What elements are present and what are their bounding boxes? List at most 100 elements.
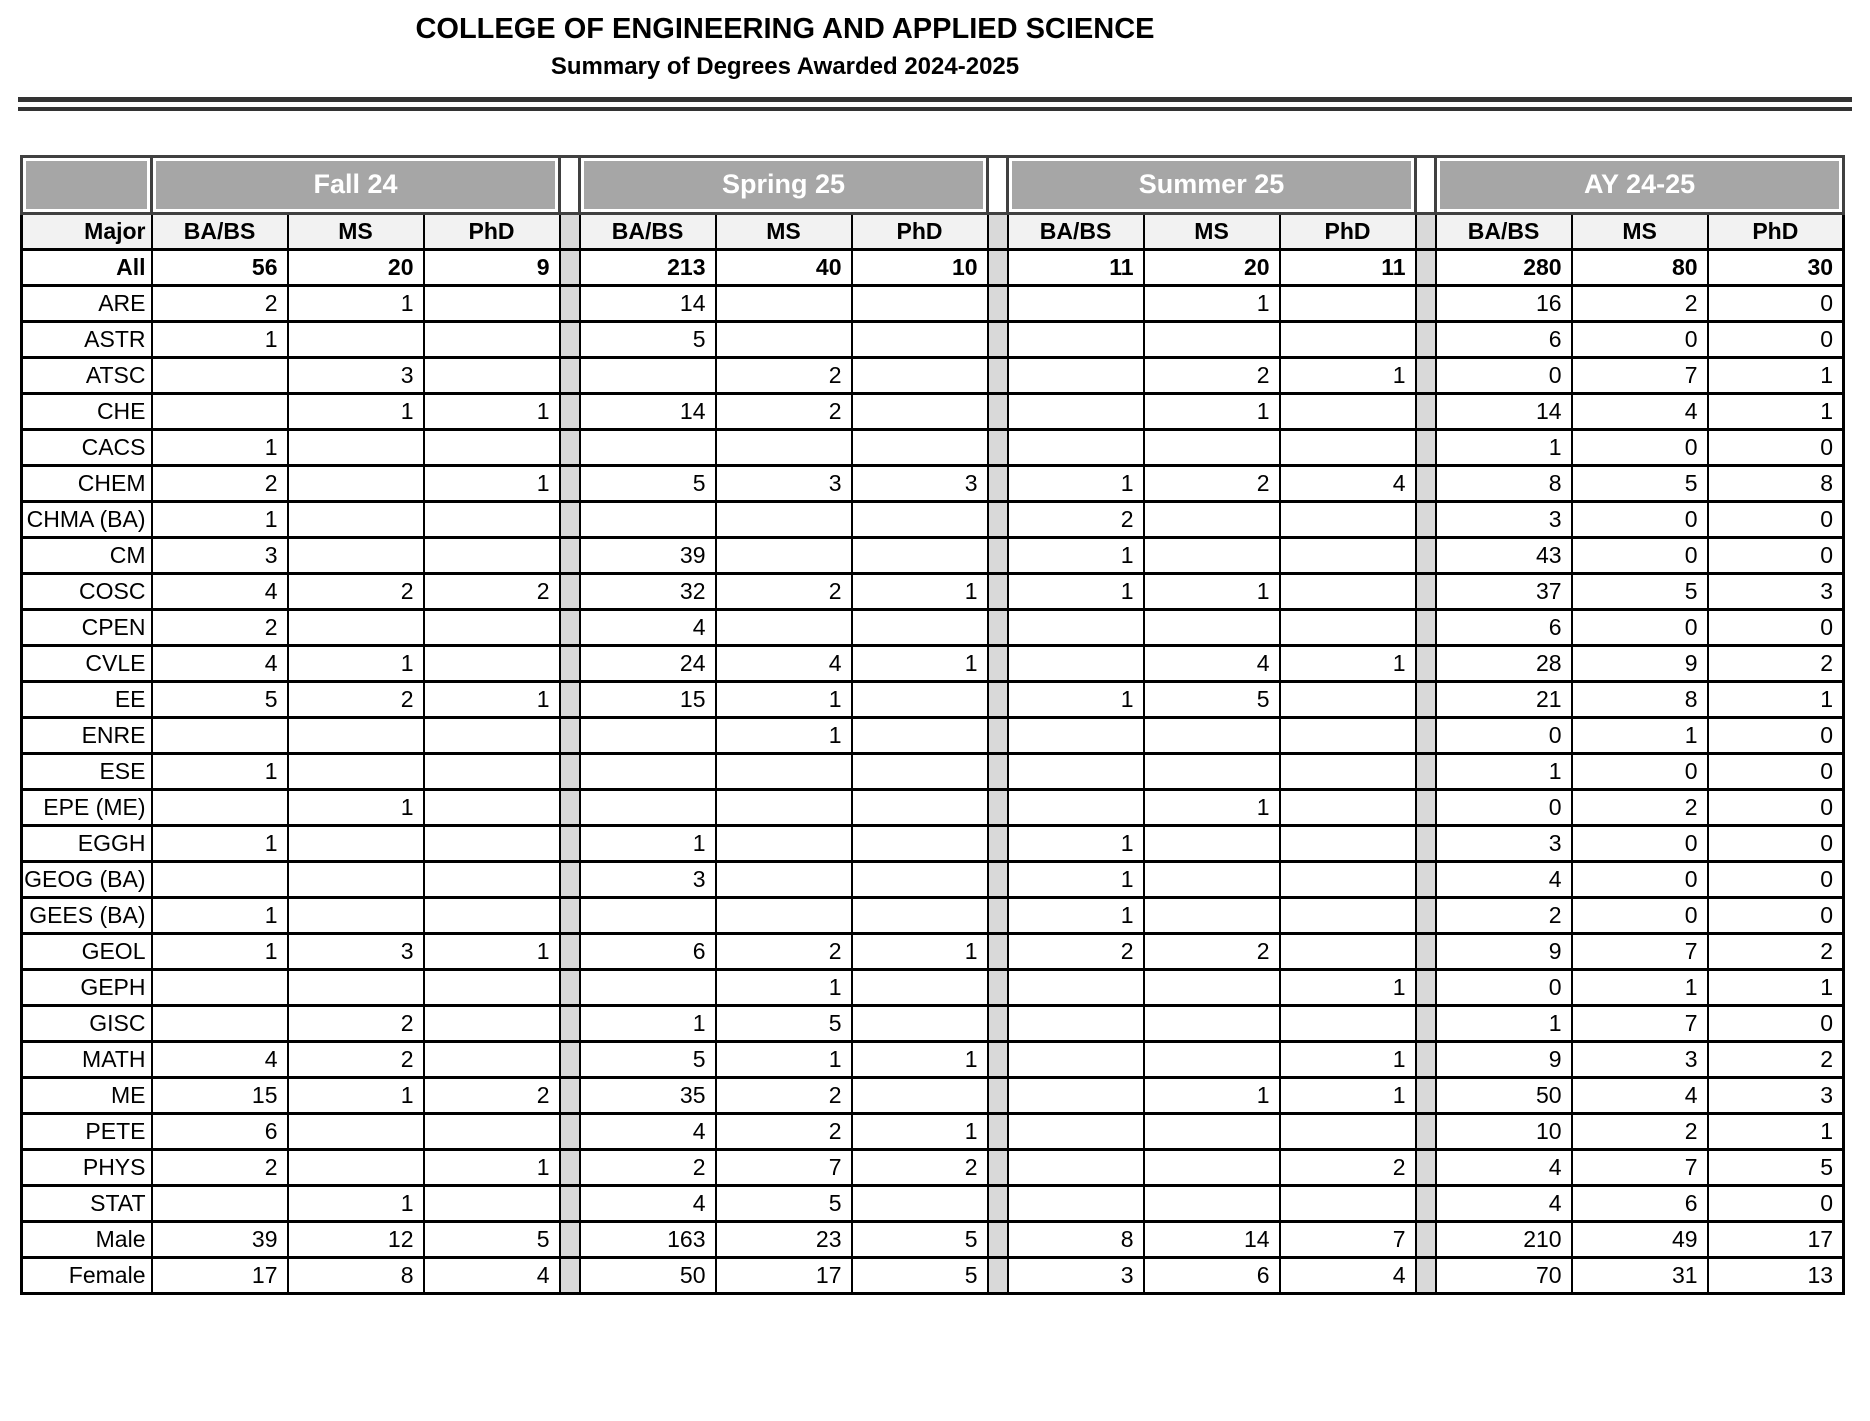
- value-cell: 28: [1434, 643, 1573, 683]
- value-cell: 2: [1278, 1147, 1417, 1187]
- value-cell: 1: [1006, 679, 1145, 719]
- spacer-cell: [1414, 751, 1437, 791]
- spacer-cell: [986, 535, 1009, 575]
- table-row: Female 17 8 4 50 17 5 3 6 4 70 31 13: [20, 1255, 1845, 1295]
- value-cell: 3: [286, 355, 425, 395]
- value-cell: [150, 859, 289, 899]
- value-cell: 1: [1278, 967, 1417, 1007]
- value-cell: [422, 859, 561, 899]
- value-cell: [286, 751, 425, 791]
- table-row: GEOL 1 3 1 6 2 1 2 2 9 7 2: [20, 931, 1845, 971]
- spacer-cell: [986, 823, 1009, 863]
- value-cell: [1006, 1075, 1145, 1115]
- value-cell: [850, 499, 989, 539]
- table-row: GEPH 1 1 0 1 1: [20, 967, 1845, 1007]
- value-cell: 5: [578, 463, 717, 503]
- spacer-cell: [558, 427, 581, 467]
- value-cell: 4: [1570, 1075, 1709, 1115]
- table-row: GISC 2 1 5 1 7 0: [20, 1003, 1845, 1043]
- value-cell: [422, 1111, 561, 1151]
- value-cell: [1006, 643, 1145, 683]
- value-cell: 0: [1434, 967, 1573, 1007]
- value-cell: 2: [286, 679, 425, 719]
- value-cell: [1006, 1003, 1145, 1043]
- group-header: Fall 24: [150, 154, 561, 215]
- spacer-cell: [1414, 355, 1437, 395]
- value-cell: 5: [714, 1003, 853, 1043]
- value-cell: 2: [150, 1147, 289, 1187]
- major-cell: GEOL: [20, 931, 153, 971]
- value-cell: 6: [1434, 319, 1573, 359]
- table-row: CPEN 2 4 6 0 0: [20, 607, 1845, 647]
- value-cell: 1: [150, 427, 289, 467]
- spacer-cell: [1414, 1219, 1437, 1259]
- major-cell: ASTR: [20, 319, 153, 359]
- major-cell: CVLE: [20, 643, 153, 683]
- value-cell: 3: [1434, 823, 1573, 863]
- value-cell: [714, 823, 853, 863]
- value-cell: [850, 427, 989, 467]
- value-cell: 0: [1706, 1183, 1845, 1223]
- value-cell: [422, 283, 561, 323]
- value-cell: 3: [578, 859, 717, 899]
- value-cell: [578, 715, 717, 755]
- value-cell: 1: [422, 679, 561, 719]
- table-row: GEES (BA) 1 1 2 0 0: [20, 895, 1845, 935]
- value-cell: [1142, 715, 1281, 755]
- value-cell: 5: [422, 1219, 561, 1259]
- value-cell: 3: [286, 931, 425, 971]
- value-cell: 9: [1434, 931, 1573, 971]
- table-row: ASTR 1 5 6 0 0: [20, 319, 1845, 359]
- major-cell: ATSC: [20, 355, 153, 395]
- table-row: CHEM 2 1 5 3 3 1 2 4 8 5 8: [20, 463, 1845, 503]
- value-cell: 24: [578, 643, 717, 683]
- value-cell: 2: [1570, 283, 1709, 323]
- value-cell: 13: [1706, 1255, 1845, 1295]
- value-cell: [1278, 499, 1417, 539]
- value-cell: 1: [1706, 967, 1845, 1007]
- value-cell: 3: [714, 463, 853, 503]
- value-cell: [850, 823, 989, 863]
- major-cell: CACS: [20, 427, 153, 467]
- value-cell: [286, 967, 425, 1007]
- spacer-cell: [1414, 1003, 1437, 1043]
- spacer-cell: [1414, 607, 1437, 647]
- spacer-cell: [986, 499, 1009, 539]
- value-cell: 0: [1706, 427, 1845, 467]
- value-cell: [422, 535, 561, 575]
- value-cell: 2: [1142, 931, 1281, 971]
- value-cell: 7: [1570, 1003, 1709, 1043]
- value-cell: [1278, 895, 1417, 935]
- value-cell: 0: [1570, 499, 1709, 539]
- value-cell: [286, 1111, 425, 1151]
- corner-cell: [20, 154, 153, 215]
- major-cell: PHYS: [20, 1147, 153, 1187]
- spacer-cell: [1414, 427, 1437, 467]
- value-cell: [422, 895, 561, 935]
- value-cell: [1142, 1039, 1281, 1079]
- major-column-header: Major: [20, 211, 153, 251]
- value-cell: 20: [1142, 247, 1281, 287]
- group-header: Summer 25: [1006, 154, 1418, 215]
- value-cell: 4: [150, 643, 289, 683]
- value-cell: [422, 751, 561, 791]
- spacer-cell: [1414, 211, 1437, 251]
- value-cell: 1: [1278, 1039, 1417, 1079]
- value-cell: [1142, 1147, 1281, 1187]
- value-cell: 23: [714, 1219, 853, 1259]
- value-cell: 5: [850, 1219, 989, 1259]
- value-cell: 4: [714, 643, 853, 683]
- value-cell: 5: [578, 319, 717, 359]
- value-cell: [1278, 1183, 1417, 1223]
- value-cell: 0: [1706, 607, 1845, 647]
- value-cell: 8: [286, 1255, 425, 1295]
- value-cell: 2: [150, 607, 289, 647]
- value-cell: 5: [150, 679, 289, 719]
- spacer-cell: [1414, 1255, 1437, 1295]
- major-cell: EGGH: [20, 823, 153, 863]
- value-cell: 9: [1570, 643, 1709, 683]
- value-cell: 4: [578, 1183, 717, 1223]
- spacer-cell: [986, 1111, 1009, 1151]
- value-cell: 5: [714, 1183, 853, 1223]
- spacer-cell: [986, 1255, 1009, 1295]
